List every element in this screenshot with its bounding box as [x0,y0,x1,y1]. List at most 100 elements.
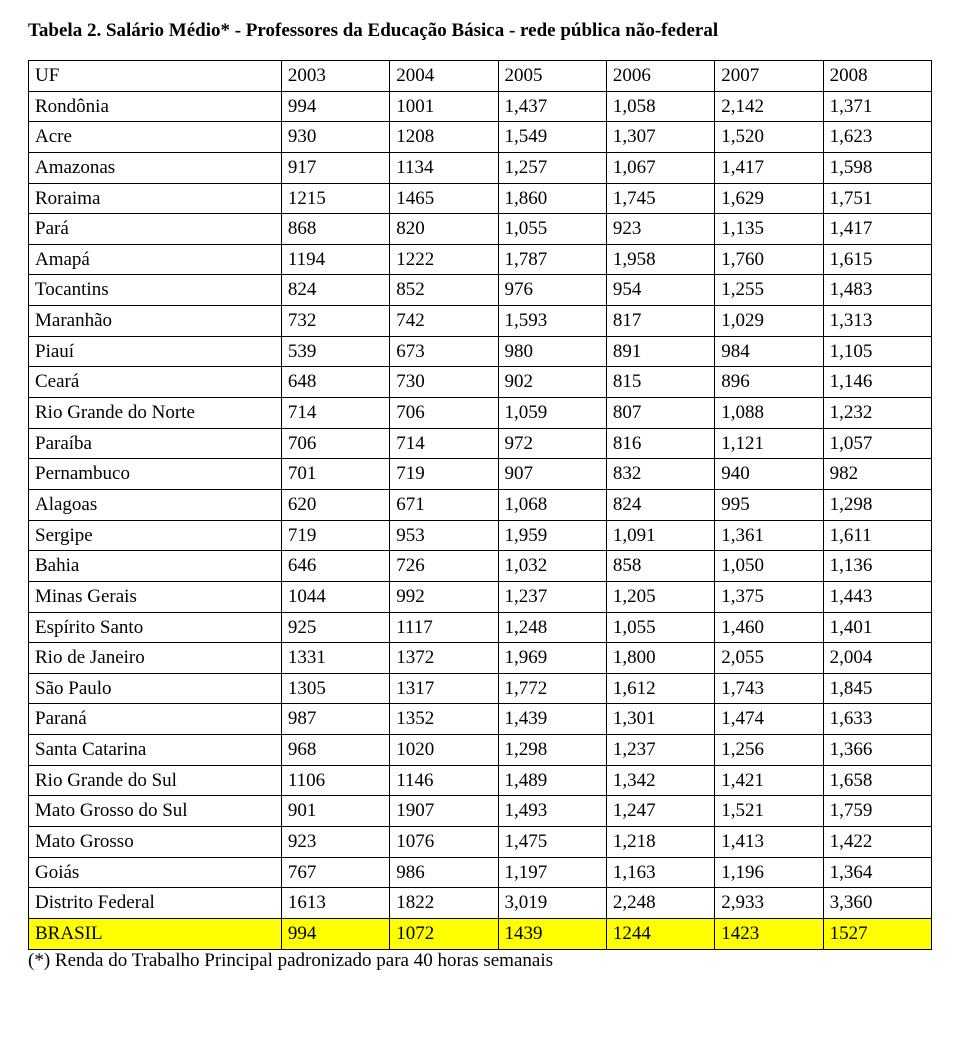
cell-value: 1,196 [715,857,823,888]
table-row: Paraíba7067149728161,1211,057 [29,428,932,459]
table-row: Ceará6487309028158961,146 [29,367,932,398]
salary-table: UF200320042005200620072008Rondônia994100… [28,60,932,950]
table-row: Mato Grosso92310761,4751,2181,4131,422 [29,827,932,858]
cell-uf: Piauí [29,336,282,367]
table-row: Pernambuco701719907832940982 [29,459,932,490]
cell-value: 1,787 [498,244,606,275]
cell-value: 923 [281,827,389,858]
cell-value: 954 [606,275,714,306]
cell-value: 815 [606,367,714,398]
cell-value: 1,658 [823,765,931,796]
cell-value: 1,598 [823,152,931,183]
cell-value: 1,422 [823,827,931,858]
cell-value: 1,232 [823,398,931,429]
table-row: Sergipe7199531,9591,0911,3611,611 [29,520,932,551]
cell-value: 925 [281,612,389,643]
cell-value: 824 [281,275,389,306]
cell-value: 994 [281,918,389,949]
col-year: 2006 [606,61,714,92]
cell-uf: Sergipe [29,520,282,551]
cell-value: 986 [390,857,498,888]
cell-value: 940 [715,459,823,490]
cell-value: 3,360 [823,888,931,919]
cell-value: 1,029 [715,306,823,337]
footnote: (*) Renda do Trabalho Principal padroniz… [28,950,932,972]
cell-value: 1372 [390,643,498,674]
cell-value: 1072 [390,918,498,949]
cell-value: 1,059 [498,398,606,429]
cell-value: 1,135 [715,214,823,245]
cell-value: 930 [281,122,389,153]
cell-value: 3,019 [498,888,606,919]
col-uf: UF [29,61,282,92]
cell-value: 701 [281,459,389,490]
table-row: Pará8688201,0559231,1351,417 [29,214,932,245]
cell-uf: BRASIL [29,918,282,949]
table-header-row: UF200320042005200620072008 [29,61,932,92]
cell-value: 1,437 [498,91,606,122]
cell-value: 648 [281,367,389,398]
cell-value: 1305 [281,673,389,704]
cell-value: 1146 [390,765,498,796]
cell-value: 953 [390,520,498,551]
cell-value: 917 [281,152,389,183]
cell-uf: Amazonas [29,152,282,183]
cell-value: 1,760 [715,244,823,275]
cell-value: 1208 [390,122,498,153]
cell-value: 1465 [390,183,498,214]
cell-uf: Ceará [29,367,282,398]
cell-value: 1,248 [498,612,606,643]
cell-value: 1,483 [823,275,931,306]
cell-value: 1106 [281,765,389,796]
cell-value: 1001 [390,91,498,122]
col-year: 2005 [498,61,606,92]
cell-value: 1194 [281,244,389,275]
cell-value: 1,205 [606,581,714,612]
cell-value: 767 [281,857,389,888]
cell-value: 852 [390,275,498,306]
cell-value: 1215 [281,183,389,214]
cell-value: 987 [281,704,389,735]
cell-value: 1613 [281,888,389,919]
cell-value: 1,091 [606,520,714,551]
cell-value: 984 [715,336,823,367]
table-row: Roraima121514651,8601,7451,6291,751 [29,183,932,214]
cell-uf: Amapá [29,244,282,275]
cell-value: 1,475 [498,827,606,858]
cell-value: 719 [281,520,389,551]
cell-value: 1,959 [498,520,606,551]
cell-value: 1,493 [498,796,606,827]
cell-value: 907 [498,459,606,490]
cell-value: 706 [390,398,498,429]
cell-value: 2,055 [715,643,823,674]
cell-value: 1,105 [823,336,931,367]
cell-value: 820 [390,214,498,245]
table-row: Acre93012081,5491,3071,5201,623 [29,122,932,153]
table-row: Espírito Santo92511171,2481,0551,4601,40… [29,612,932,643]
cell-value: 671 [390,489,498,520]
cell-value: 923 [606,214,714,245]
cell-value: 976 [498,275,606,306]
cell-uf: Rio Grande do Sul [29,765,282,796]
table-row: Amazonas91711341,2571,0671,4171,598 [29,152,932,183]
cell-value: 732 [281,306,389,337]
cell-uf: Mato Grosso do Sul [29,796,282,827]
cell-value: 1,067 [606,152,714,183]
cell-value: 995 [715,489,823,520]
cell-uf: Pernambuco [29,459,282,490]
cell-value: 1,969 [498,643,606,674]
cell-uf: São Paulo [29,673,282,704]
table-row: BRASIL99410721439124414231527 [29,918,932,949]
cell-value: 896 [715,367,823,398]
cell-value: 1,439 [498,704,606,735]
cell-value: 1,197 [498,857,606,888]
cell-value: 673 [390,336,498,367]
cell-value: 1,307 [606,122,714,153]
cell-value: 1,800 [606,643,714,674]
cell-uf: Rio Grande do Norte [29,398,282,429]
cell-value: 1,256 [715,735,823,766]
col-year: 2003 [281,61,389,92]
cell-value: 2,004 [823,643,931,674]
table-row: Piauí5396739808919841,105 [29,336,932,367]
cell-uf: Goiás [29,857,282,888]
